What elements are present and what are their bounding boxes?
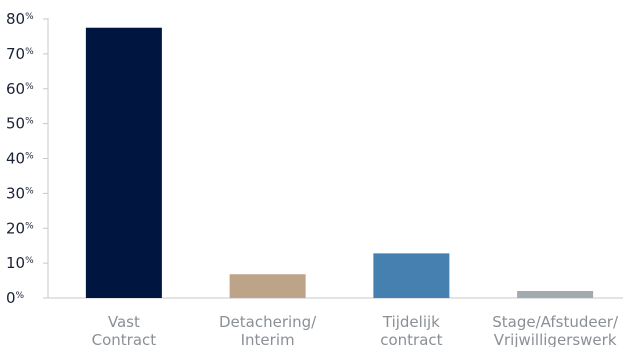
bar xyxy=(229,274,306,298)
y-tick-label: 70% xyxy=(6,45,34,63)
y-tick-label: 60% xyxy=(6,80,34,98)
y-axis-ticks: 0% 10% 20% 30% 40% 50% 60% 70% 80% xyxy=(6,10,48,307)
bar xyxy=(373,253,450,298)
x-category-label: Detachering/Interim xyxy=(219,313,317,347)
x-category-label: Tijdelijk contract xyxy=(380,313,442,347)
bar xyxy=(85,27,162,298)
x-category-label: Stage/Afstudeer/Vrijwilligerswerk xyxy=(492,313,619,347)
bars xyxy=(85,27,594,298)
bar xyxy=(517,291,594,298)
y-tick-label: 0% xyxy=(6,289,25,307)
x-category-label: Vast Contract xyxy=(92,313,157,347)
y-tick-label: 30% xyxy=(6,184,34,202)
y-tick-label: 20% xyxy=(6,219,34,237)
x-axis-labels: Vast Contract Detachering/Interim Tijdelijk… xyxy=(92,313,619,347)
y-tick-label: 50% xyxy=(6,115,34,133)
y-tick-label: 10% xyxy=(6,254,34,272)
y-tick-label: 80% xyxy=(6,10,34,28)
y-tick-label: 40% xyxy=(6,150,34,168)
